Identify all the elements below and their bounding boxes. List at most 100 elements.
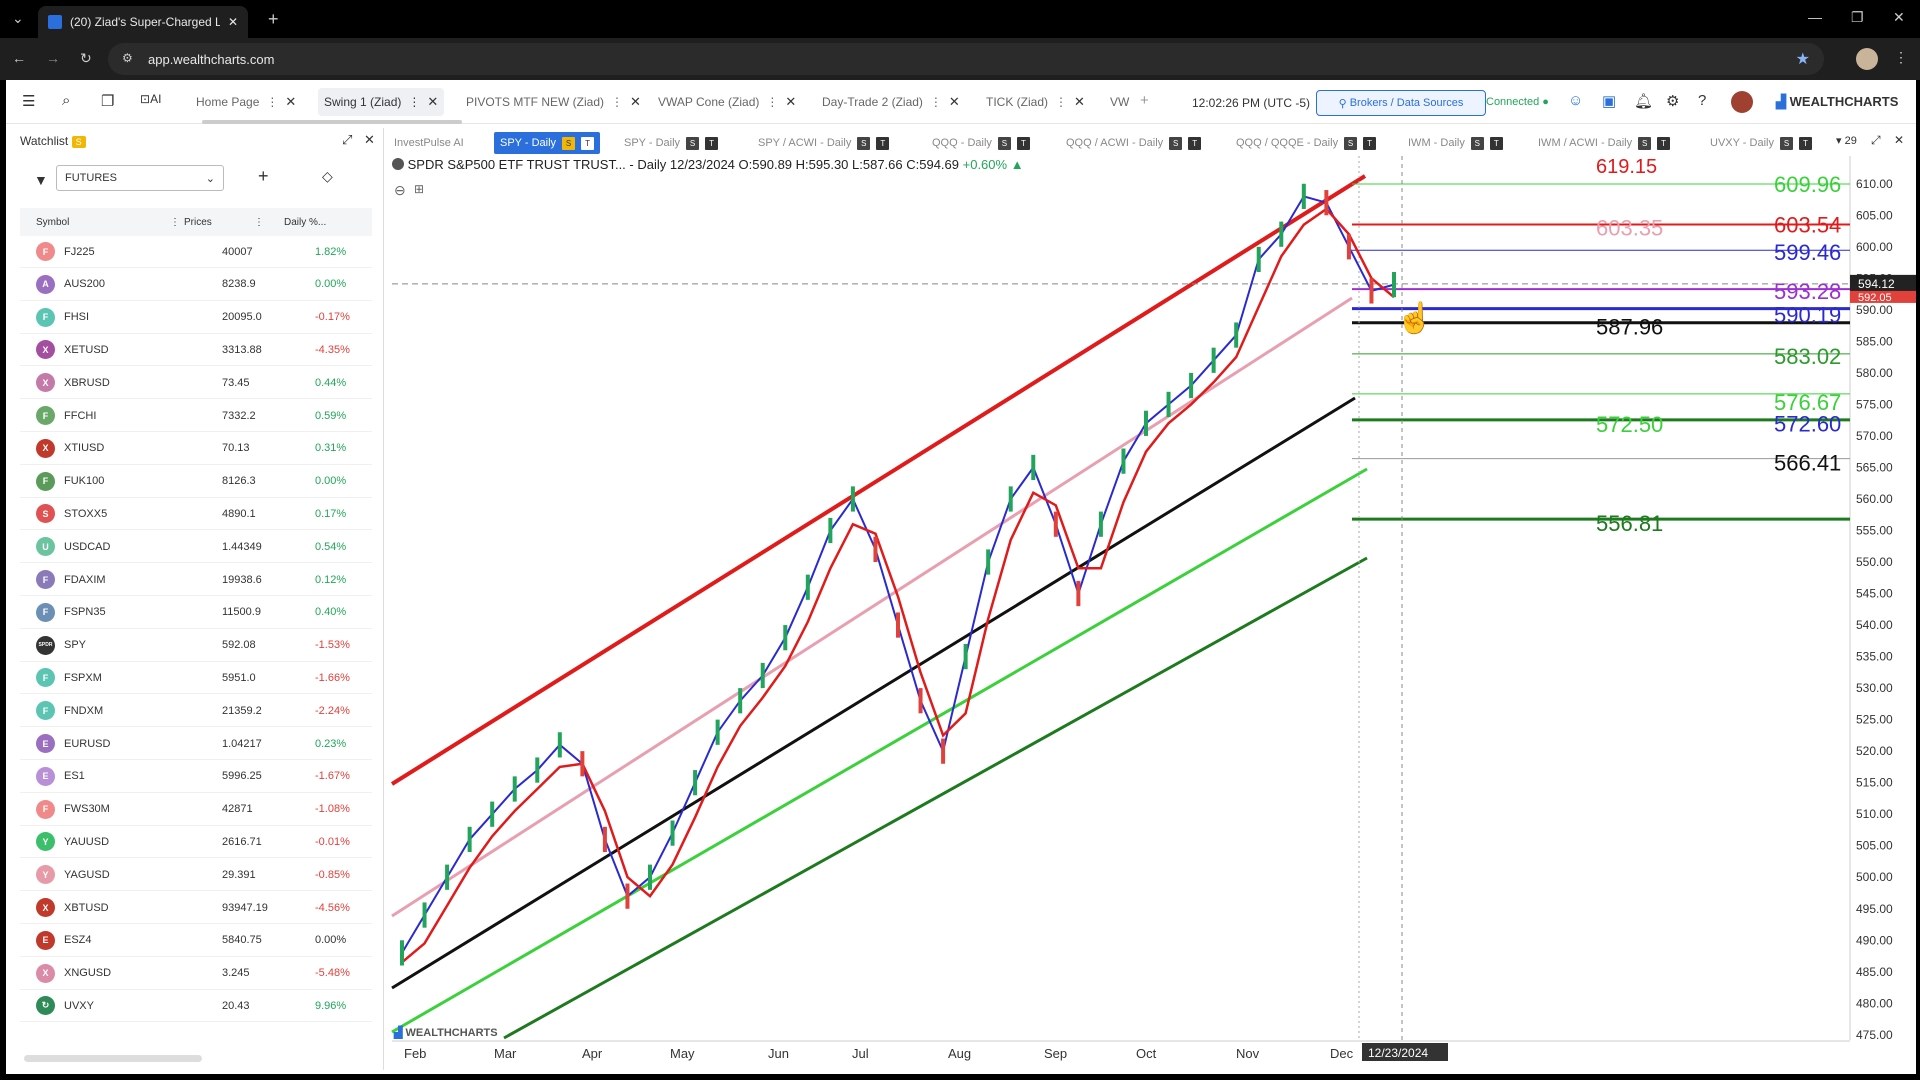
watchlist-row[interactable]: E ESZ4 5840.75 0.00% bbox=[20, 925, 372, 957]
watchlist-row[interactable]: F FHSI 20095.0 -0.17% bbox=[20, 302, 372, 334]
expand-chart-icon[interactable]: ⤢ bbox=[1871, 133, 1881, 147]
sync-symbol-icon[interactable]: S bbox=[1169, 136, 1183, 150]
sync-symbol-icon[interactable]: S bbox=[997, 136, 1011, 150]
tab-menu-icon[interactable]: ⋮ bbox=[611, 95, 623, 109]
layout-tab[interactable]: Day-Trade 2 (Ziad) ⋮ ✕ bbox=[822, 88, 960, 116]
watchlist-row[interactable]: Y YAGUSD 29.391 -0.85% bbox=[20, 859, 372, 892]
horizontal-scrollbar[interactable] bbox=[24, 1055, 202, 1062]
filter-icon[interactable]: ▼ bbox=[34, 172, 48, 188]
close-icon[interactable]: ✕ bbox=[427, 94, 439, 109]
watchlist-row[interactable]: E EURUSD 1.04217 0.23% bbox=[20, 728, 372, 760]
sync-time-icon[interactable]: T bbox=[876, 136, 890, 150]
brokers-button[interactable]: ⚲ Brokers / Data Sources bbox=[1316, 90, 1486, 116]
tab-menu-icon[interactable]: ⋮ bbox=[766, 95, 779, 109]
add-symbol-icon[interactable]: + bbox=[258, 166, 269, 186]
watchlist-row[interactable]: S STOXX5 4890.1 0.17% bbox=[20, 498, 372, 531]
sync-time-icon[interactable]: T bbox=[1016, 136, 1030, 150]
layout-tab[interactable]: VW bbox=[1110, 88, 1129, 116]
column-menu-icon[interactable]: ⋮ bbox=[170, 216, 180, 228]
sync-symbol-icon[interactable]: S bbox=[562, 136, 576, 150]
close-icon[interactable]: ✕ bbox=[1074, 94, 1085, 109]
col-daily-change[interactable]: Daily %... bbox=[284, 216, 327, 228]
site-info-icon[interactable]: ⚙ bbox=[122, 51, 133, 65]
watchlist-row[interactable]: F FSPXM 5951.0 -1.66% bbox=[20, 662, 372, 695]
price-chart[interactable]: 610.00605.00600.00595.00590.00585.00580.… bbox=[384, 128, 1916, 1074]
forward-icon[interactable]: → bbox=[46, 50, 60, 66]
watchlist-row[interactable]: F FJ225 40007 1.82% bbox=[20, 236, 372, 268]
sync-time-icon[interactable]: T bbox=[581, 136, 595, 150]
watchlist-row[interactable]: X XNGUSD 3.245 -5.48% bbox=[20, 958, 372, 990]
watchlist-row[interactable]: F FDAXIM 19938.6 0.12% bbox=[20, 564, 372, 596]
watchlist-row[interactable]: ↻ UVXY 20.43 9.96% bbox=[20, 990, 372, 1023]
watchlist-row[interactable]: X XBRUSD 73.45 0.44% bbox=[20, 367, 372, 400]
watchlist-row[interactable]: U USDCAD 1.44349 0.54% bbox=[20, 531, 372, 564]
chart-tab[interactable]: IWM - Daily S T bbox=[1408, 132, 1503, 154]
notifications-icon[interactable]: 🔔︎ bbox=[1634, 93, 1654, 110]
browser-menu-icon[interactable]: ⋮ bbox=[1894, 49, 1908, 65]
watchlist-row[interactable]: Y YAUUSD 2616.71 -0.01% bbox=[20, 826, 372, 859]
watchlist-row[interactable]: X XTIUSD 70.13 0.31% bbox=[20, 433, 372, 465]
chart-tab[interactable]: InvestPulse AI bbox=[394, 132, 464, 154]
tab-menu-icon[interactable]: ⋮ bbox=[929, 95, 942, 109]
add-indicator-icon[interactable]: ⊞ bbox=[414, 182, 425, 196]
watchlist-row[interactable]: F FFCHI 7332.2 0.59% bbox=[20, 400, 372, 432]
profile-avatar[interactable] bbox=[1856, 48, 1878, 70]
sync-time-icon[interactable]: T bbox=[1188, 136, 1202, 150]
close-icon[interactable]: ✕ bbox=[285, 94, 297, 109]
tag-icon[interactable]: ◇ bbox=[322, 168, 333, 184]
watchlist-row[interactable]: A AUS200 8238.9 0.00% bbox=[20, 269, 372, 301]
layout-tab[interactable]: VWAP Cone (Ziad) ⋮ ✕ bbox=[658, 88, 796, 116]
search-icon[interactable]: ⌕ bbox=[62, 92, 71, 109]
tab-menu-icon[interactable]: ⋮ bbox=[266, 95, 279, 109]
url-field[interactable]: ⚙ app.wealthcharts.com ★ bbox=[108, 43, 1824, 75]
tab-count[interactable]: ▾ 29 bbox=[1836, 135, 1857, 147]
sync-symbol-icon[interactable]: S bbox=[686, 136, 700, 150]
watchlist-row[interactable]: F FSPN35 11500.9 0.40% bbox=[20, 597, 372, 629]
chart-tab[interactable]: QQQ / QQQE - Daily S T bbox=[1236, 132, 1377, 154]
sync-time-icon[interactable]: T bbox=[1489, 136, 1503, 150]
layout-tab[interactable]: Swing 1 (Ziad) ⋮ ✕ bbox=[318, 88, 445, 116]
sync-time-icon[interactable]: T bbox=[1657, 136, 1671, 150]
chart-tab[interactable]: UVXY - Daily S T bbox=[1710, 132, 1812, 154]
browser-tab[interactable]: (20) Ziad's Super-Charged Layo ✕ bbox=[38, 6, 248, 38]
close-tab-icon[interactable]: ✕ bbox=[227, 15, 238, 29]
add-layout-icon[interactable]: + bbox=[1140, 92, 1149, 109]
close-icon[interactable]: ✕ bbox=[948, 94, 960, 109]
new-tab-icon[interactable]: + bbox=[268, 9, 279, 29]
indicator-settings-icon[interactable]: ⊖ bbox=[394, 182, 406, 198]
sync-symbol-icon[interactable]: S bbox=[1779, 136, 1793, 150]
back-icon[interactable]: ← bbox=[12, 50, 26, 66]
bookmark-star-icon[interactable]: ★ bbox=[1795, 51, 1810, 68]
sync-symbol-icon[interactable]: S bbox=[857, 136, 871, 150]
layout-tab[interactable]: TICK (Ziad) ⋮ ✕ bbox=[986, 88, 1085, 116]
restore-icon[interactable]: ❐ bbox=[1851, 9, 1864, 25]
tab-menu-icon[interactable]: ⋮ bbox=[1055, 95, 1068, 109]
col-symbol[interactable]: Symbol bbox=[36, 216, 70, 228]
sync-time-icon[interactable]: T bbox=[1798, 136, 1812, 150]
help-icon[interactable]: ? bbox=[1698, 92, 1707, 109]
tab-menu-icon[interactable]: ⋮ bbox=[408, 95, 421, 109]
window-close-icon[interactable]: ✕ bbox=[1893, 9, 1905, 25]
tab-search-icon[interactable]: ⌄ bbox=[12, 10, 24, 26]
column-menu-icon[interactable]: ⋮ bbox=[254, 216, 264, 228]
sync-time-icon[interactable]: T bbox=[1363, 136, 1377, 150]
watchlist-row[interactable]: E ES1 5996.25 -1.67% bbox=[20, 761, 372, 793]
close-chart-icon[interactable]: ✕ bbox=[1894, 133, 1905, 147]
watchlist-row[interactable]: F FUK100 8126.3 0.00% bbox=[20, 466, 372, 498]
settings-gear-icon[interactable]: ⚙ bbox=[1666, 93, 1680, 110]
layouts-icon[interactable]: ❐ bbox=[101, 93, 115, 110]
close-icon[interactable]: ✕ bbox=[630, 94, 641, 109]
ai-button[interactable]: ⊡AI bbox=[140, 92, 162, 106]
tabs-scrollbar[interactable] bbox=[202, 120, 462, 124]
chart-tab[interactable]: SPY - Daily S T bbox=[494, 132, 601, 154]
community-icon[interactable]: ☺ bbox=[1568, 92, 1584, 109]
sync-symbol-icon[interactable]: S bbox=[1470, 136, 1484, 150]
watchlist-row[interactable]: F FNDXM 21359.2 -2.24% bbox=[20, 695, 372, 728]
minimize-icon[interactable]: — bbox=[1808, 9, 1822, 25]
sync-symbol-icon[interactable]: S bbox=[1344, 136, 1358, 150]
sync-time-icon[interactable]: T bbox=[705, 136, 719, 150]
watchlist-row[interactable]: SPDR SPY 592.08 -1.53% bbox=[20, 630, 372, 662]
layout-tab[interactable]: PIVOTS MTF NEW (Ziad) ⋮ ✕ bbox=[466, 88, 641, 116]
chart-tab[interactable]: SPY - Daily S T bbox=[624, 132, 719, 154]
close-panel-icon[interactable]: ✕ bbox=[364, 132, 375, 147]
